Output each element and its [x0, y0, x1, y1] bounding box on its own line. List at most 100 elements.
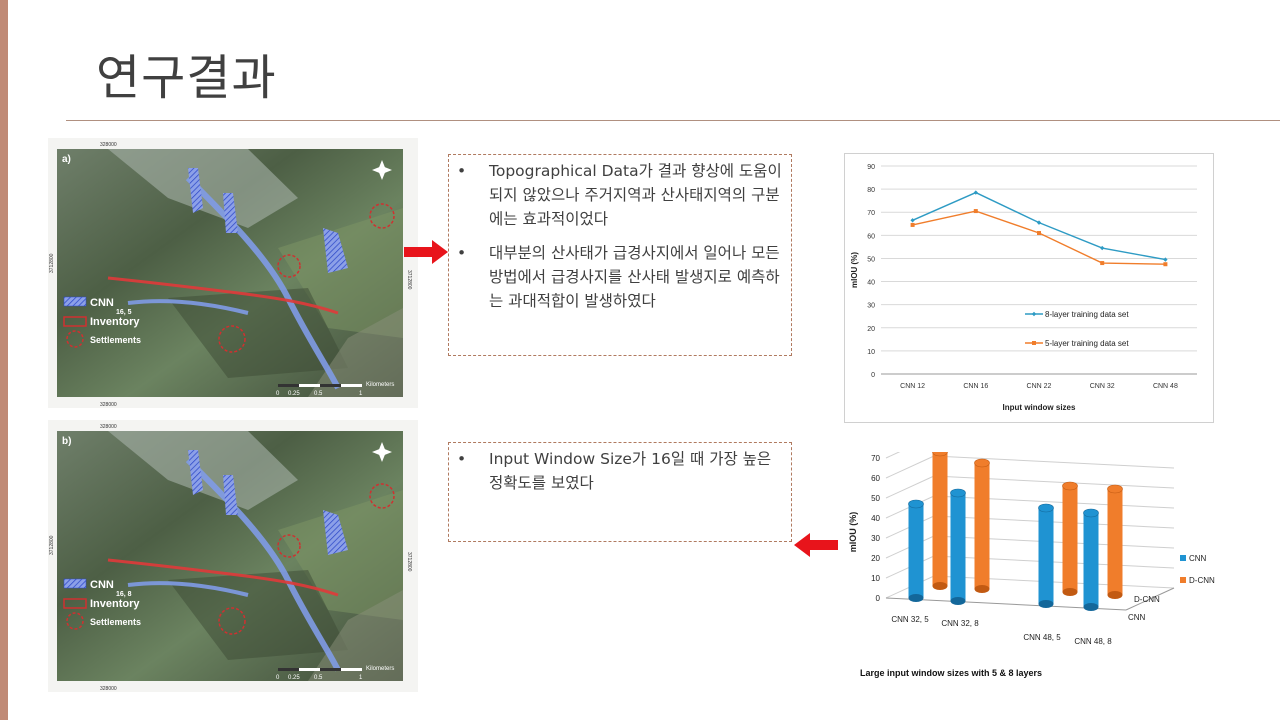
- svg-text:Kilometers: Kilometers: [366, 666, 394, 672]
- x-tick-label: CNN 32, 8: [941, 619, 979, 628]
- y-tick-label: 80: [867, 187, 875, 194]
- bar: [1038, 508, 1054, 604]
- legend-inventory-swatch: [63, 598, 87, 609]
- y-tick-label: 40: [867, 280, 875, 287]
- x-axis-title: Input window sizes: [1003, 403, 1076, 412]
- bar: [932, 452, 948, 586]
- data-point: [1037, 231, 1041, 236]
- y-axis-title: mIOU (%): [848, 512, 858, 553]
- y-tick-label: 40: [871, 514, 880, 523]
- chart-title: Large input window sizes with 5 & 8 laye…: [860, 668, 1042, 678]
- map-a-coord-right: 3712800: [406, 270, 412, 290]
- bar-top: [908, 499, 924, 509]
- bar-top: [1062, 481, 1078, 491]
- data-point: [1100, 261, 1105, 266]
- y-tick-label: 50: [867, 256, 875, 263]
- bar-chart-3d: 0 10 20 30 40 50 60 70 mIOU (%) CNN 32, 5 CNN 32, …: [844, 435, 1244, 692]
- x-tick-label: CNN 22: [1027, 383, 1052, 390]
- map-panel-b: 328000 328000 3712800 3712800 b) CNN 16,…: [48, 420, 418, 692]
- gridline: [885, 455, 935, 479]
- y-tick-label: 20: [871, 554, 880, 563]
- depth-label: CNN: [1128, 613, 1146, 622]
- bar-base: [1038, 600, 1054, 608]
- svg-text:0: 0: [276, 675, 280, 681]
- gridline: [933, 575, 1175, 589]
- bar-base: [908, 594, 924, 602]
- data-point: [1163, 262, 1168, 267]
- map-b-coord-top: 328000: [100, 424, 117, 430]
- bar-top: [1038, 503, 1054, 513]
- slide-accent-bar: [0, 0, 8, 720]
- gridline: [933, 495, 1175, 509]
- line-chart: 0 10 20 30 40 50 60 70 80 90 CNN 12 CNN 16 CNN 22 CNN…: [844, 153, 1214, 423]
- y-tick-label: 60: [867, 233, 875, 240]
- y-tick-label: 30: [867, 303, 875, 310]
- bar-top: [1083, 508, 1099, 518]
- legend-inventory-swatch: [63, 316, 87, 327]
- bar: [908, 504, 924, 598]
- north-arrow-icon: [372, 160, 392, 180]
- map-b-scale-bar: Kilometers 0 0.25 0.5 1: [276, 666, 394, 681]
- x-tick-label: CNN 48, 8: [1074, 637, 1112, 646]
- bar-top: [950, 488, 966, 498]
- map-b-panel-label: b): [62, 436, 71, 447]
- data-point: [1036, 220, 1042, 225]
- bar-base: [950, 597, 966, 605]
- legend-inventory-label: Inventory: [90, 598, 140, 610]
- svg-text:0: 0: [276, 391, 280, 397]
- y-tick-label: 50: [871, 494, 880, 503]
- bar-top: [974, 458, 990, 468]
- legend-cnn-subscript: 16, 8: [116, 591, 132, 598]
- legend-swatch: [1180, 555, 1186, 561]
- legend-label: CNN: [1189, 554, 1207, 563]
- legend-settlements-symbol: [66, 612, 84, 630]
- legend-cnn-label: CNN: [90, 297, 114, 309]
- floor-edge: [1125, 587, 1175, 611]
- legend-label: 5-layer training data set: [1045, 339, 1129, 348]
- svg-text:Kilometers: Kilometers: [366, 382, 394, 388]
- gridline: [885, 475, 935, 499]
- data-point: [1163, 257, 1168, 262]
- findings-box-1: • Topographical Data가 결과 향상에 도움이 되지 않았으나 …: [448, 154, 792, 356]
- legend-settlements-label: Settlements: [90, 617, 141, 627]
- finding-item: • 대부분의 산사태가 급경사지에서 일어나 모든 방법에서 급경사지를 산사태 …: [457, 244, 780, 310]
- map-a-panel-label: a): [62, 154, 71, 165]
- legend-settlements-symbol: [66, 330, 84, 348]
- bar: [1107, 489, 1123, 595]
- bar: [1083, 513, 1099, 607]
- x-tick-label: CNN 12: [900, 383, 925, 390]
- map-b-coord-right: 3712800: [406, 552, 412, 572]
- legend-label: 8-layer training data set: [1045, 310, 1129, 319]
- series-line: [912, 210, 1166, 265]
- y-tick-label: 70: [871, 454, 880, 463]
- gridline: [885, 435, 935, 459]
- gridline: [933, 535, 1175, 549]
- findings-box-2: • Input Window Size가 16일 때 가장 높은 정확도를 보였다: [448, 442, 792, 542]
- legend-marker: [1031, 311, 1037, 317]
- bar: [1062, 486, 1078, 592]
- slide-title: 연구결과: [96, 50, 277, 106]
- y-axis-title: mIOU (%): [850, 252, 859, 288]
- data-point: [910, 222, 915, 227]
- data-point: [973, 209, 978, 214]
- legend-cnn-label: CNN: [90, 579, 114, 591]
- y-tick-label: 60: [871, 474, 880, 483]
- legend-swatch: [1180, 577, 1186, 583]
- map-b-coord-left: 3712800: [49, 535, 55, 555]
- legend-cnn-swatch: [63, 578, 87, 589]
- svg-text:0.5: 0.5: [314, 675, 323, 681]
- svg-text:1: 1: [359, 675, 363, 681]
- right-arrow-icon: [404, 240, 448, 264]
- gridline: [933, 515, 1175, 529]
- left-arrow-icon: [794, 533, 838, 557]
- bar-base: [1083, 603, 1099, 611]
- x-tick-label: CNN 32, 5: [891, 615, 929, 624]
- series-line: [912, 191, 1166, 261]
- x-tick-label: CNN 32: [1090, 383, 1115, 390]
- gridline: [933, 455, 1175, 469]
- map-panel-a: 328000 328000 3712800 3712800 a) CNN 16,…: [48, 138, 418, 408]
- map-a-coord-top: 328000: [100, 142, 117, 148]
- svg-text:0.5: 0.5: [314, 391, 323, 397]
- y-tick-label: 10: [871, 574, 880, 583]
- x-tick-label: CNN 16: [963, 383, 988, 390]
